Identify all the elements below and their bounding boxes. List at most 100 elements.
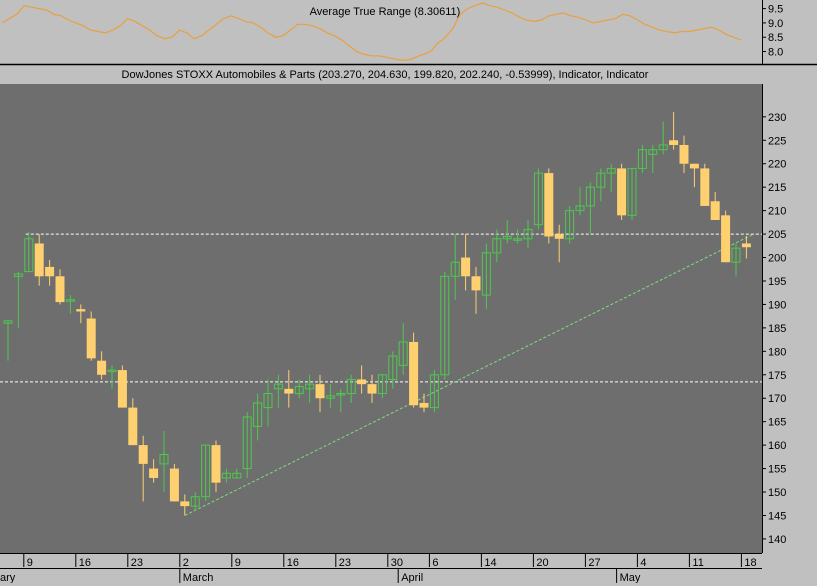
candle-body [648,149,658,155]
candle-body [700,168,710,206]
candle [117,365,127,408]
candle [65,295,75,314]
candle [97,351,107,380]
candle-body [315,384,325,399]
candle [13,271,23,328]
candle [658,121,668,155]
candle-body [34,243,44,277]
atr-tick-label: 9.0 [768,18,783,30]
candle-body [689,163,699,169]
candle-body [305,383,315,390]
candle-body [513,238,523,241]
day-tick-label: 18 [744,557,756,569]
candle-body [367,384,377,394]
candle [533,168,543,230]
candle-body [585,186,595,207]
day-tick-label: 16 [79,557,91,569]
candle [585,182,595,235]
candle-body [294,386,304,395]
candle [45,259,55,286]
candle [336,388,346,413]
candle-body [429,374,439,409]
candle-body [357,379,367,385]
candle-body [492,238,502,254]
candle-body [97,360,107,375]
price-tick-label: 215 [768,182,786,194]
candle-body [409,341,419,406]
candle-body [606,167,616,174]
candle-body [159,454,169,465]
day-tick-label: 16 [287,557,299,569]
candle [242,412,252,478]
candle-body [502,235,512,240]
month-label: March [183,572,214,583]
candle [575,187,585,216]
candle-body [554,234,564,239]
candle-body [533,172,543,226]
candle [721,210,731,263]
candle [627,167,637,221]
candle-body [481,252,491,296]
candle-body [86,318,96,359]
candle [409,332,419,408]
price-tick-label: 205 [768,229,786,241]
price-tick-label: 160 [768,440,786,452]
atr-series-line [1,2,742,61]
price-tick-label: 190 [768,299,786,311]
candle [492,229,502,263]
candle-body [565,210,575,240]
price-tick-label: 145 [768,510,786,522]
candle-body [169,468,179,502]
candle-body [211,445,221,483]
candle [440,271,450,380]
candle-body [679,144,689,164]
candle [284,370,294,408]
day-tick-label: 27 [588,557,600,569]
candle [544,168,554,244]
candle-body [450,261,460,277]
candle-body [741,243,751,248]
price-tick-label: 210 [768,206,786,218]
candle [648,144,658,174]
candle-body [65,299,75,302]
day-tick-label: 4 [640,557,646,569]
atr-tick-label: 8.0 [768,47,783,59]
candle-body [637,149,647,169]
candle [24,231,34,273]
candle-body [242,416,252,470]
candle [596,168,606,202]
candle [273,374,283,408]
candle-body [273,383,283,390]
candle-body [658,144,668,151]
candle [481,243,491,310]
candle [3,320,13,361]
candle [429,370,439,413]
trend-line [184,233,754,516]
candle [315,374,325,413]
candle [76,304,86,324]
day-tick-label: 30 [391,557,403,569]
candle-body [710,201,720,221]
candle [55,269,65,305]
candle-body [180,501,190,507]
candle [232,468,242,479]
candle-body [617,168,627,216]
atr-tick-label: 8.5 [768,32,783,44]
candle [107,365,117,389]
candle [669,112,679,150]
candle [305,374,315,403]
candle-body [284,388,294,394]
candle [689,163,699,188]
candle-body [232,472,242,479]
candle-body [253,402,263,427]
candle-body [201,444,211,498]
candle-body [55,276,65,303]
candle-body [388,355,398,380]
day-tick-label: 11 [692,557,703,569]
candle [263,379,273,427]
candle [253,393,263,441]
price-tick-label: 165 [768,417,786,429]
candle-body [76,309,86,312]
